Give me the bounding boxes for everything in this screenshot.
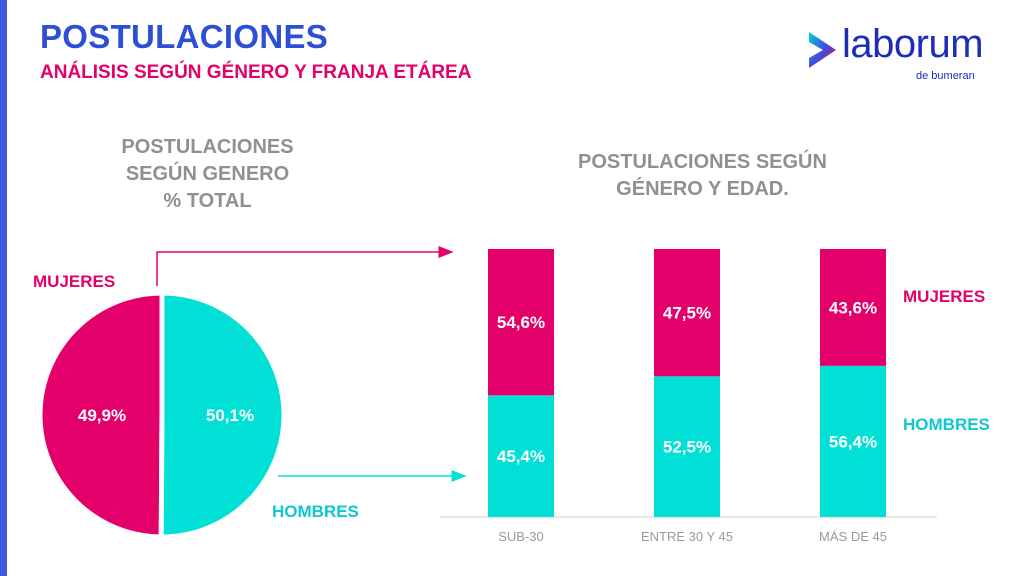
legend-women: MUJERES	[903, 287, 986, 306]
bar-segment-men	[488, 395, 554, 517]
pie-data-label: 49,9%	[78, 406, 126, 425]
bar-data-label: 47,5%	[663, 304, 711, 323]
pie-label-women: MUJERES	[33, 272, 116, 291]
logo-wordmark: laborum	[842, 22, 984, 66]
x-tick-label: SUB-30	[498, 529, 544, 544]
logo-subtext: de bumeran	[916, 70, 975, 82]
pie-heading-line: POSTULACIONES	[121, 136, 294, 158]
laborum-logo: laborum de bumeran	[806, 22, 996, 86]
x-tick-label: MÁS DE 45	[819, 529, 887, 544]
bar-data-label: 43,6%	[829, 298, 877, 317]
logo-chevron-icon	[809, 32, 836, 68]
accent-bar	[0, 0, 7, 576]
bar-segment-women	[820, 249, 886, 366]
pie-slice-men	[158, 290, 287, 540]
page-title: POSTULACIONES	[40, 18, 329, 55]
bar-heading-line: POSTULACIONES SEGÚN	[578, 151, 827, 173]
bar-segment-women	[488, 249, 554, 396]
bar-data-label: 56,4%	[829, 432, 877, 451]
bar-data-label: 45,4%	[497, 447, 545, 466]
bar-data-label: 52,5%	[663, 438, 711, 457]
pie-heading-line: % TOTAL	[163, 190, 252, 212]
x-tick-label: ENTRE 30 Y 45	[641, 529, 733, 544]
page-subtitle: ANÁLISIS SEGÚN GÉNERO Y FRANJA ETÁREA	[40, 62, 472, 83]
bar-data-label: 54,6%	[497, 313, 545, 332]
legend-men: HOMBRES	[903, 415, 990, 434]
bar-heading: POSTULACIONES SEGÚN GÉNERO Y EDAD.	[530, 149, 875, 203]
bar-segment-men	[820, 365, 886, 517]
pie-label-men: HOMBRES	[272, 502, 359, 521]
pie-heading: POSTULACIONES SEGÚN GENERO % TOTAL	[80, 134, 335, 215]
bar-segment-men	[654, 376, 720, 517]
pie-heading-line: SEGÚN GENERO	[125, 163, 290, 185]
pie-slice-women	[37, 290, 165, 540]
pie-data-label: 50,1%	[206, 406, 254, 425]
bar-heading-line: GÉNERO Y EDAD.	[616, 178, 789, 200]
women-arrow-connector	[156, 246, 454, 286]
bar-segment-women	[654, 249, 720, 377]
